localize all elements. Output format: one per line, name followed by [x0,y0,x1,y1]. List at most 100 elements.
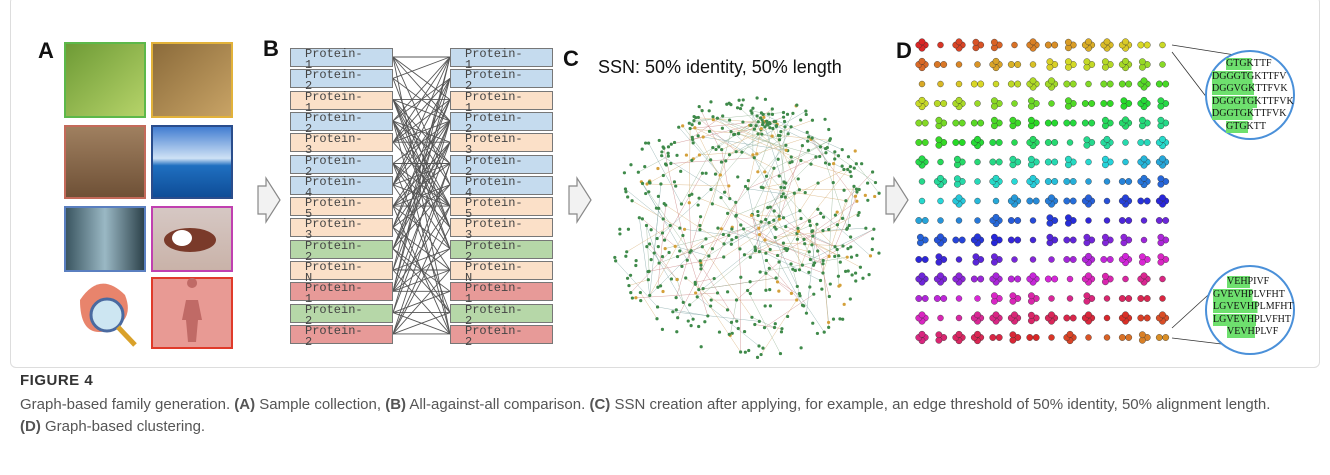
cluster-node [938,315,944,321]
cluster-node [991,234,997,240]
cluster-node [1139,332,1145,338]
cluster-node [1085,39,1091,45]
protein-box: Protein-2 [450,112,553,131]
ssn-edge [647,247,677,280]
cluster-node [936,137,942,143]
cluster-node [919,39,925,45]
ssn-node [808,250,811,253]
cluster-node [1064,178,1070,184]
ssn-node [822,216,825,219]
ssn-node [698,224,701,227]
caption-text: Graph-based family generation. [20,396,234,413]
ssn-node [796,285,799,288]
cluster-node [1123,140,1129,146]
ssn-node [682,301,685,304]
sequence-line: GTGKTTF [1226,58,1272,70]
ssn-node [753,245,756,248]
ssn-edge [657,189,711,238]
cluster-node [1104,136,1110,142]
ssn-node [679,170,682,173]
ssn-node [648,294,651,297]
ssn-node [696,203,699,206]
cluster-node [1065,98,1071,104]
protein-box: Protein-2 [290,240,393,259]
ssn-node [655,207,658,210]
ssn-node [842,189,845,192]
protein-box: Protein-2 [450,325,553,344]
cluster-node [1102,59,1108,65]
ssn-node [690,159,693,162]
protein-label: Protein-3 [465,134,527,156]
caption-text: Sample collection, [255,396,385,413]
cluster-node [1027,334,1033,340]
ssn-node [722,255,725,258]
cluster-node [993,312,999,318]
cluster-node [1045,139,1051,145]
ssn-node [658,139,661,142]
cluster-node [971,120,977,126]
ssn-node [720,148,723,151]
cluster-node [1030,39,1036,45]
ssn-node [798,188,801,191]
ssn-node [713,277,716,280]
ssn-node [773,209,776,212]
ssn-node [753,128,756,131]
ssn-edge [800,183,818,211]
cluster-node [1030,218,1036,224]
ssn-node [673,141,676,144]
cluster-node [954,156,960,162]
cluster-node [919,156,925,162]
ssn-node [716,291,719,294]
ssn-node [767,112,770,115]
ssn-node [827,228,830,231]
ssn-node [812,293,815,296]
cluster-node [1070,237,1076,243]
ssn-node [778,215,781,218]
cluster-node [1065,215,1071,221]
ssn-node [846,226,849,229]
cluster-node [973,39,979,45]
ssn-node [721,114,724,117]
cluster-node [993,273,999,279]
ssn-node [629,274,632,277]
ssn-node [784,144,787,147]
ssn-node [684,276,687,279]
panel-label: D [896,38,912,64]
ssn-node [661,328,664,331]
ssn-node [661,290,664,293]
ssn-node [699,215,702,218]
protein-label: Protein-1 [305,283,367,305]
protein-box: Protein-3 [450,133,553,152]
cluster-node [1085,253,1091,259]
ssn-node [647,190,650,193]
cluster-node [975,101,981,107]
ssn-node [656,167,659,170]
ssn-node [780,195,783,198]
cluster-node [1119,178,1125,184]
ssn-node [855,254,858,257]
ssn-edge [748,189,783,194]
cluster-node [959,120,965,126]
ssn-node [693,126,696,129]
ssn-node [864,194,867,197]
cluster-node [1045,120,1051,126]
ssn-node [618,228,621,231]
ssn-node [855,162,858,165]
ssn-node [754,249,757,252]
protein-box: Protein-N [290,261,393,280]
ssn-node [768,267,771,270]
ssn-node [689,127,692,130]
cluster-node [1122,39,1128,45]
cluster-node [1030,175,1036,181]
ssn-node [775,125,778,128]
ssn-node [756,214,759,217]
figure: A B C D SSN: 50% identity, 50% length Pr… [0,0,1330,475]
cluster-node [1158,117,1164,123]
cluster-node [956,257,962,263]
ssn-node [625,250,628,253]
cluster-node [1064,120,1070,126]
ssn-node [685,153,688,156]
ssn-edge [730,300,736,335]
ssn-node [735,214,738,217]
ssn-node [732,133,735,136]
